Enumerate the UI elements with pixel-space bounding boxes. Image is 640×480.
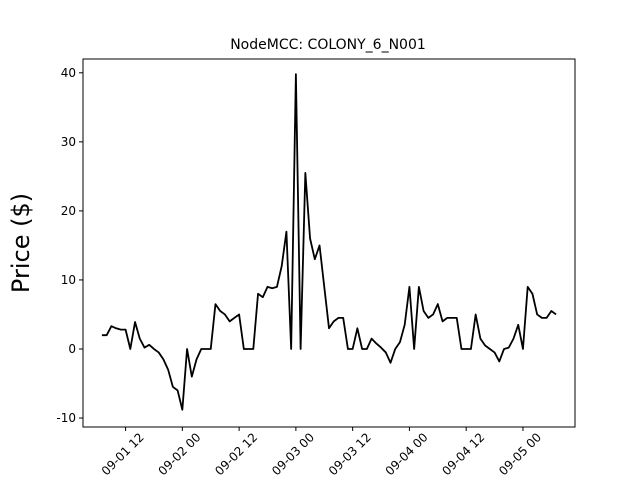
x-tick-label: 09-01 12 (99, 430, 147, 478)
chart-title: NodeMCC: COLONY_6_N001 (230, 37, 426, 53)
y-tick-label: -10 (56, 411, 76, 425)
x-tick-label: 09-03 12 (326, 430, 374, 478)
x-tick-label: 09-04 00 (383, 430, 431, 478)
x-tick-label: 09-05 00 (496, 430, 544, 478)
x-tick-label: 09-02 00 (155, 430, 203, 478)
price-line (101, 73, 557, 411)
y-tick-label: 20 (61, 204, 76, 218)
x-tick-label: 09-03 00 (269, 430, 317, 478)
x-tick-label: 09-02 12 (212, 430, 260, 478)
y-tick-label: 0 (68, 342, 76, 356)
y-axis-label: Price ($) (7, 193, 35, 293)
x-tick-label: 09-04 12 (439, 430, 487, 478)
plot-frame (82, 58, 576, 428)
y-tick-label: 30 (61, 135, 76, 149)
y-tick-label: 40 (61, 66, 76, 80)
y-tick-label: 10 (61, 273, 76, 287)
